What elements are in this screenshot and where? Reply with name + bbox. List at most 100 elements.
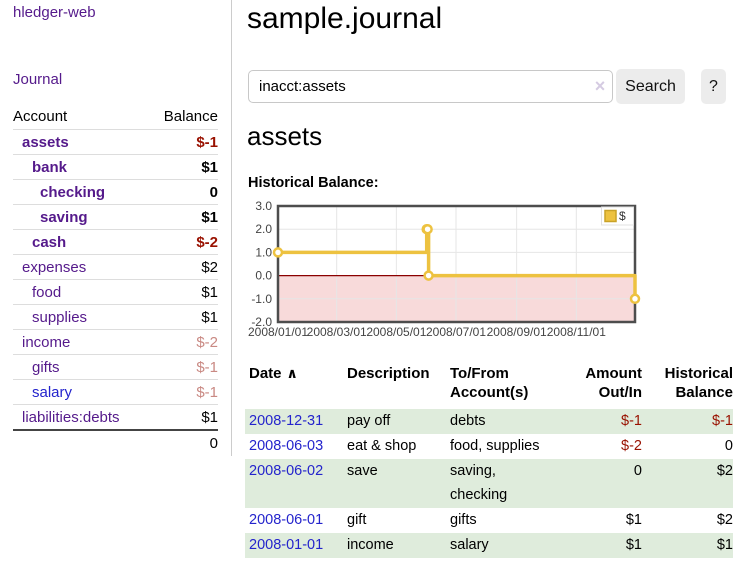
accounts-header-row: Account Balance <box>13 103 218 130</box>
accounts-total-row: 0 <box>13 429 218 456</box>
legend-label: $ <box>619 209 626 223</box>
chart-canvas: $3.0 2.0 1.0 0.0 -1.0 -2.02008/01/012008/03/0… <box>248 199 641 339</box>
sidebar-account-row: food $1 <box>13 280 218 305</box>
sidebar-account-row: supplies $1 <box>13 305 218 330</box>
sidebar-account-checking[interactable]: checking <box>40 183 106 201</box>
register-row: 2008-12-31 pay off debts $-1 $-1 <box>245 409 733 434</box>
account-balance: 0 <box>209 183 218 201</box>
register-description: save <box>347 463 378 479</box>
search-button[interactable]: Search <box>616 69 685 104</box>
sidebar-account-row: income $-2 <box>13 330 218 355</box>
register-row: 2008-06-02 save saving, checking 0 $2 <box>245 459 733 508</box>
account-balance: $1 <box>201 158 218 176</box>
register-date-link[interactable]: 2008-01-01 <box>249 537 324 553</box>
account-balance: $-2 <box>196 233 218 251</box>
register-accounts: salary <box>450 533 562 558</box>
sidebar-account-saving[interactable]: saving <box>40 208 88 226</box>
register-date-link[interactable]: 2008-06-03 <box>249 438 324 454</box>
register-header-date[interactable]: Date ∧ <box>249 365 298 382</box>
sidebar-account-supplies[interactable]: supplies <box>32 308 88 326</box>
sidebar-account-expenses[interactable]: expenses <box>22 258 87 276</box>
register-accounts: saving, checking <box>450 459 562 508</box>
accounts-header-balance: Balance <box>163 107 218 125</box>
y-tick-label: 1.0 <box>255 245 272 259</box>
x-tick-label: 2008/01/01 <box>248 325 308 339</box>
y-tick-label: -2.0 <box>251 315 272 329</box>
accounts-header-account: Account <box>13 107 68 125</box>
search-input[interactable] <box>248 70 613 103</box>
sidebar-account-liabilities-debts[interactable]: liabilities:debts <box>22 408 120 426</box>
register-amount: $1 <box>625 512 642 528</box>
sidebar-account-income[interactable]: income <box>22 333 71 351</box>
register-header-amount: Amount Out/In <box>585 365 642 401</box>
register-accounts: food, supplies <box>450 434 562 459</box>
sidebar-account-row: expenses $2 <box>13 255 218 280</box>
register-header-row: Date ∧ Description To/From Account(s) Amou… <box>245 358 733 409</box>
data-point-marker <box>422 223 433 235</box>
register-amount: $1 <box>625 537 642 553</box>
page-title: sample.journal <box>247 2 443 35</box>
register-amount: $-1 <box>621 413 642 429</box>
sidebar-item-journal[interactable]: Journal <box>13 71 63 88</box>
x-tick-label: 2008/07/01 <box>426 325 486 339</box>
plot-border <box>276 204 637 324</box>
register-date-link[interactable]: 2008-12-31 <box>249 413 324 429</box>
clear-search-icon[interactable]: × <box>594 76 606 96</box>
data-point-marker <box>423 270 434 281</box>
register-row: 2008-06-03 eat & shop food, supplies $-2 0 <box>245 434 733 459</box>
register-balance: $-1 <box>712 413 733 429</box>
register-row: 2008-01-01 income salary $1 $1 <box>245 533 733 558</box>
sidebar-account-food[interactable]: food <box>32 283 62 301</box>
register-account-line: debts <box>450 413 486 429</box>
legend-swatch <box>604 209 617 223</box>
register-amount: 0 <box>633 463 642 479</box>
account-balance: $2 <box>201 258 218 276</box>
register-amount: $-2 <box>621 438 642 454</box>
sidebar-account-row: liabilities:debts $1 <box>13 405 218 429</box>
x-tick-label: 2008/05/01 <box>366 325 426 339</box>
register-description: income <box>347 537 394 553</box>
account-balance: $-2 <box>196 333 218 351</box>
search-help-button[interactable]: ? <box>701 69 726 104</box>
register-date-link[interactable]: 2008-06-02 <box>249 463 324 479</box>
sidebar-account-row: gifts $-1 <box>13 355 218 380</box>
register-balance: $2 <box>716 463 733 479</box>
account-balance: $1 <box>201 208 218 226</box>
account-balance: $-1 <box>196 133 218 151</box>
sidebar-account-row: assets $-1 <box>13 130 218 155</box>
register-table: Date ∧ Description To/From Account(s) Amou… <box>245 358 733 558</box>
register-row: 2008-06-01 gift gifts $1 $2 <box>245 508 733 533</box>
data-point-marker <box>272 247 284 258</box>
x-tick-label: 2008/03/01 <box>307 325 367 339</box>
accounts-total-value: 0 <box>209 435 218 452</box>
sidebar-account-row: salary $-1 <box>13 380 218 405</box>
historical-balance-chart: $3.0 2.0 1.0 0.0 -1.0 -2.0 2008/01/01 2008/03/0… <box>238 198 642 346</box>
account-heading: assets <box>247 121 323 151</box>
sort-ascending-icon: ∧ <box>286 365 298 381</box>
register-account-line: gifts <box>450 512 477 528</box>
register-balance: 0 <box>724 438 733 454</box>
register-account-line: salary <box>450 537 489 553</box>
sidebar-account-row: cash $-2 <box>13 230 218 255</box>
app-title-link[interactable]: hledger-web <box>13 4 96 21</box>
register-balance: $2 <box>716 512 733 528</box>
sidebar-account-cash[interactable]: cash <box>32 233 67 251</box>
register-accounts: gifts <box>450 508 562 533</box>
x-tick-label: 2008/11/01 <box>547 325 606 339</box>
sidebar-account-gifts[interactable]: gifts <box>32 358 60 376</box>
account-balance: $1 <box>201 308 218 326</box>
register-description: gift <box>347 512 367 528</box>
account-balance: $1 <box>201 283 218 301</box>
data-point-marker <box>629 293 641 305</box>
sidebar-account-salary[interactable]: salary <box>32 383 73 401</box>
sidebar-account-assets[interactable]: assets <box>22 133 69 151</box>
register-date-link[interactable]: 2008-06-01 <box>249 512 324 528</box>
sidebar-account-row: bank $1 <box>13 155 218 180</box>
sidebar-divider <box>231 0 232 456</box>
y-tick-label: 3.0 <box>255 199 272 213</box>
register-account-line: checking <box>450 487 508 503</box>
accounts-panel: Account Balance assets $-1 bank $1 checking 0… <box>13 103 218 456</box>
register-header-balance: Historical Balance <box>664 365 733 401</box>
register-description: pay off <box>347 413 391 429</box>
sidebar-account-bank[interactable]: bank <box>32 158 68 176</box>
